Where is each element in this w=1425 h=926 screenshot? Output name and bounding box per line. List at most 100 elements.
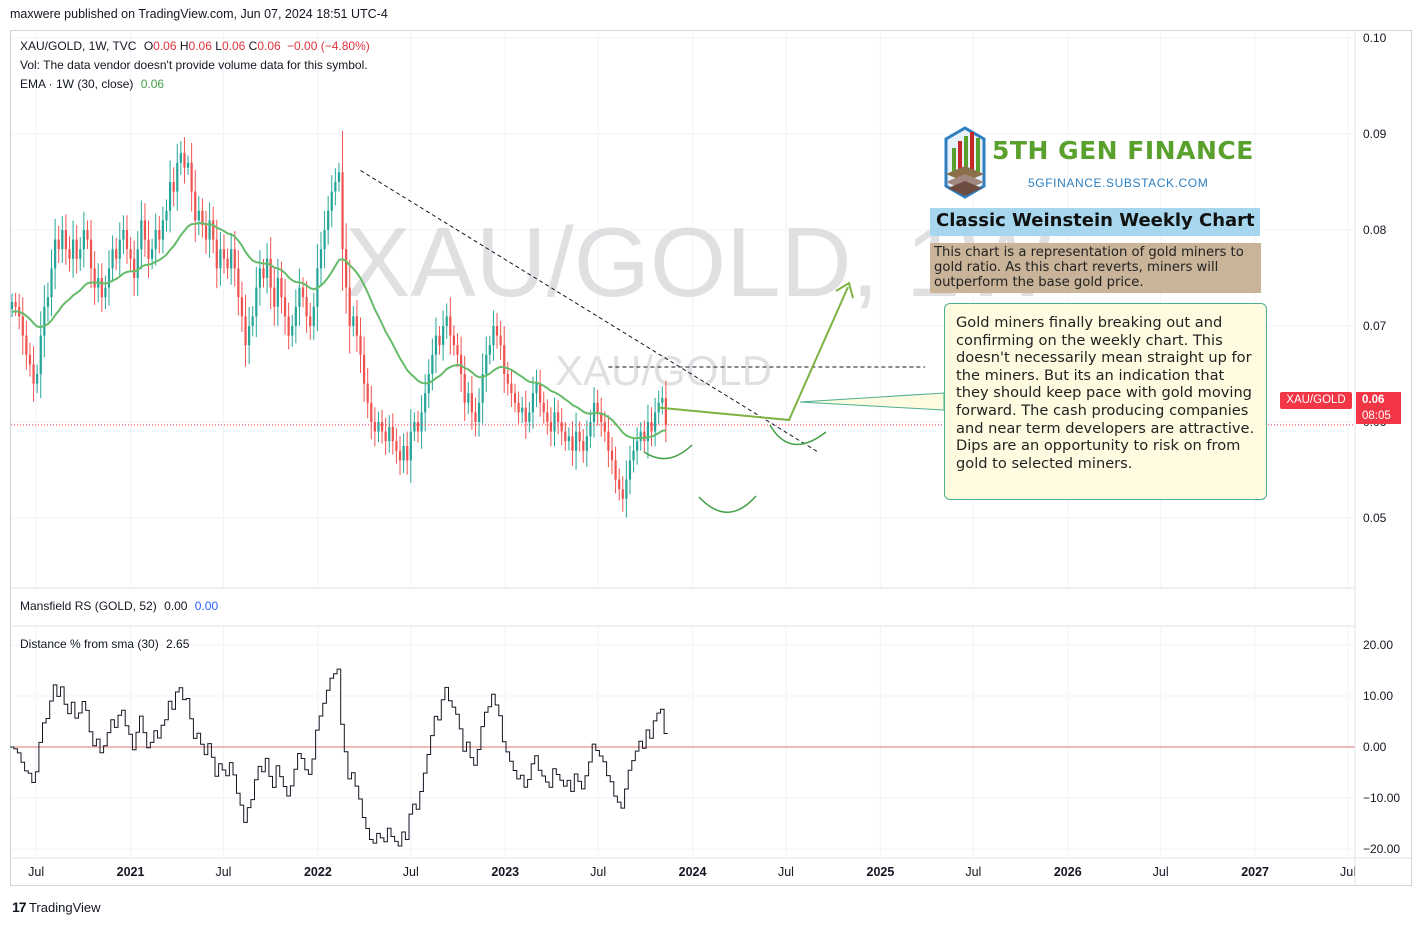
candle-body-143: [524, 407, 527, 422]
candle-body-26: [104, 287, 107, 298]
candle-body-75: [280, 278, 283, 298]
price-tick-3: 0.08: [1363, 223, 1387, 237]
projection-arrow[interactable]: [658, 286, 849, 422]
logo-emblem-icon: [944, 126, 986, 199]
candle-body-44: [168, 182, 172, 211]
osc-tick-1: 10.00: [1363, 689, 1393, 703]
watermark-small: XAU/GOLD: [555, 347, 772, 394]
candle-body-100: [370, 402, 373, 422]
bottom-curve-2[interactable]: [698, 495, 757, 513]
candle-body-150: [549, 422, 553, 432]
candle-body-18: [75, 239, 78, 259]
candle-body-168: [614, 460, 617, 480]
candle-body-171: [625, 479, 628, 499]
ohlc-c-label: C: [248, 39, 258, 53]
trendline[interactable]: [360, 170, 819, 453]
mansfield-legend[interactable]: Mansfield RS (GOLD, 52) 0.00 0.00: [20, 599, 218, 613]
arrow-head-icon: [835, 281, 854, 299]
candle-body-41: [158, 230, 161, 240]
candle-body-105: [388, 426, 391, 442]
candle-body-128: [470, 393, 473, 413]
symbol-legend[interactable]: XAU/GOLD, 1W, TVC O0.06 H0.06 L0.06 C0.0…: [20, 39, 370, 53]
candle-body-62: [233, 249, 236, 269]
candle-body-71: [265, 258, 269, 278]
distance-legend[interactable]: Distance % from sma (30) 2.65: [20, 637, 189, 651]
candle-body-127: [467, 393, 470, 403]
candle-body-27: [107, 268, 111, 288]
candle-body-90: [334, 182, 337, 192]
candle-body-25: [100, 278, 103, 298]
candle-body-180: [657, 402, 660, 413]
candle-body-84: [312, 306, 315, 326]
candle-body-173: [632, 450, 635, 461]
candle-body-73: [273, 287, 276, 307]
time-tick-1: 2021: [117, 865, 145, 879]
time-tick-0: Jul: [28, 865, 44, 879]
candle-body-129: [474, 412, 477, 422]
tradingview-logo[interactable]: 17 TradingView: [12, 899, 101, 915]
candle-body-67: [251, 316, 254, 326]
ema-legend[interactable]: EMA · 1W (30, close) 0.06: [20, 77, 164, 91]
candle-body-22: [89, 239, 93, 269]
time-tick-3: 2022: [304, 865, 332, 879]
candle-body-32: [125, 230, 129, 250]
candle-body-138: [506, 374, 509, 384]
time-tick-5: 2023: [491, 865, 519, 879]
grid: [11, 31, 1355, 857]
candle-body-119: [438, 335, 441, 346]
annotation-title[interactable]: Classic Weinstein Weekly Chart: [930, 208, 1260, 236]
mansfield-value-2: 0.00: [194, 599, 219, 613]
candle-body-56: [212, 220, 215, 240]
annotation-description[interactable]: This chart is a representation of gold m…: [930, 243, 1261, 293]
price-axis: 0.050.060.070.080.090.10: [1363, 31, 1387, 525]
candle-body-91: [337, 172, 341, 182]
candle-body-102: [377, 422, 380, 432]
bottom-curve-1[interactable]: [643, 444, 693, 460]
candle-body-96: [355, 316, 359, 336]
candle-body-146: [535, 383, 538, 394]
candle-body-123: [452, 335, 456, 346]
candle-body-118: [434, 335, 438, 355]
candle-body-152: [556, 412, 560, 422]
candle-body-142: [521, 407, 524, 413]
candle-body-79: [294, 306, 297, 326]
time-tick-13: 2027: [1241, 865, 1269, 879]
candle-body-95: [352, 316, 355, 326]
candle-body-147: [539, 383, 542, 403]
candle-body-28: [111, 249, 114, 269]
annotation-note[interactable]: Gold miners finally breaking out and con…: [944, 303, 1267, 500]
symbol-name: XAU/GOLD, 1W, TVC: [20, 39, 137, 53]
candle-body-120: [442, 326, 445, 346]
candle-body-21: [86, 230, 89, 240]
candle-body-170: [621, 489, 624, 499]
candle-body-78: [291, 326, 294, 336]
bottom-curve-3[interactable]: [769, 424, 827, 446]
mansfield-label: Mansfield RS (GOLD, 52): [20, 599, 157, 613]
candle-body-92: [341, 172, 344, 250]
logo-url: 5GFINANCE.SUBSTACK.COM: [1028, 176, 1209, 190]
time-tick-12: Jul: [1153, 865, 1169, 879]
symbol-badge[interactable]: XAU/GOLD: [1280, 392, 1352, 409]
candle-body-124: [456, 345, 459, 355]
ohlc-open: 0.06: [153, 39, 177, 53]
candle-body-7: [36, 374, 39, 384]
candle-body-11: [50, 268, 53, 298]
time-tick-9: 2025: [867, 865, 895, 879]
candle-body-17: [71, 239, 75, 259]
candle-body-99: [366, 383, 369, 403]
candle-body-50: [190, 162, 193, 192]
time-tick-10: Jul: [965, 865, 981, 879]
candle-body-167: [610, 450, 614, 461]
candle-body-114: [420, 412, 423, 432]
candle-body-169: [618, 479, 621, 490]
candle-body-69: [258, 268, 262, 288]
time-tick-2: Jul: [215, 865, 231, 879]
candle-body-130: [477, 402, 481, 422]
time-tick-7: 2024: [679, 865, 707, 879]
candle-body-42: [161, 220, 165, 240]
candle-body-88: [327, 210, 330, 230]
candle-body-38: [147, 239, 150, 259]
candle-body-29: [115, 249, 118, 259]
candle-body-70: [262, 268, 265, 278]
